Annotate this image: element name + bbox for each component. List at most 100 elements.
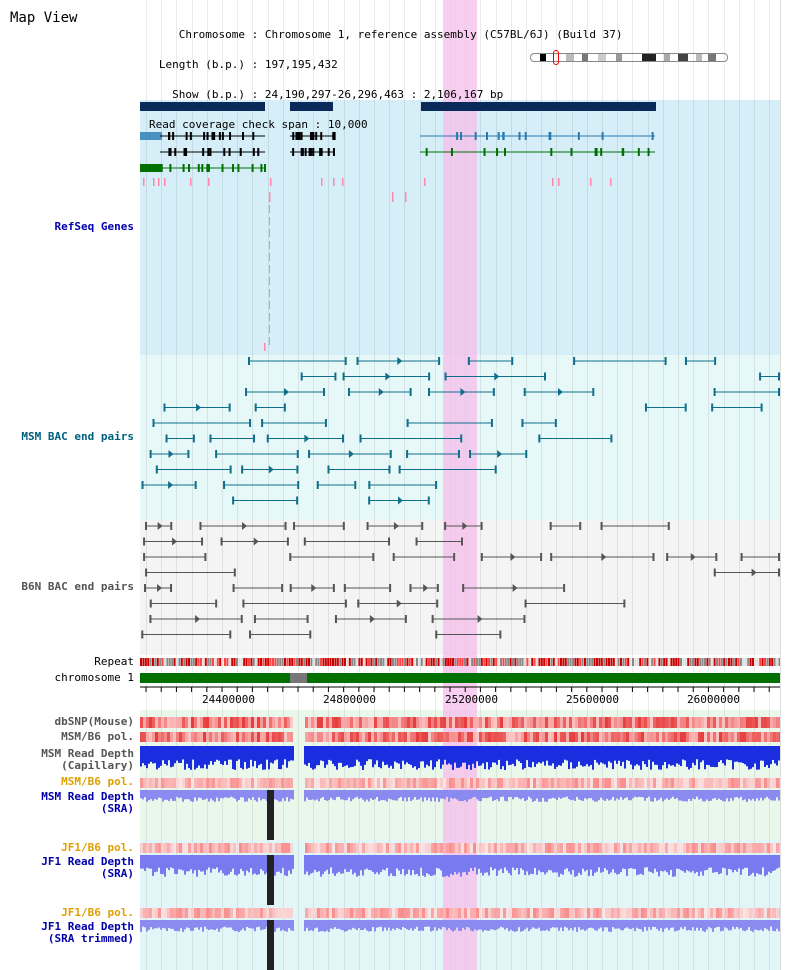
heat-cell — [431, 778, 434, 788]
repeat-mark — [540, 658, 543, 666]
repeat-mark — [317, 658, 320, 666]
depth-bar — [466, 920, 468, 927]
depth-bar — [226, 790, 228, 798]
depth-bar — [672, 855, 674, 877]
heat-cell — [197, 717, 200, 728]
b6n-bac-label[interactable]: B6N BAC end pairs — [21, 580, 134, 593]
depth-bar — [322, 746, 324, 762]
jf1-depth-label-2[interactable]: (SRA) — [100, 867, 134, 880]
heat-cell — [476, 732, 479, 742]
exon — [174, 148, 177, 156]
depth-bar — [332, 746, 334, 764]
heat-cell — [140, 732, 143, 742]
depth-bar — [732, 855, 734, 873]
depth-bar — [590, 920, 592, 928]
heat-cell — [767, 778, 770, 788]
depth-bar — [500, 855, 502, 869]
depth-bar — [686, 790, 688, 802]
depth-bar — [366, 746, 368, 762]
heat-cell — [278, 908, 281, 918]
axis-tick-label: 24400000 — [202, 693, 255, 706]
selected-region-highlight[interactable] — [443, 0, 477, 970]
depth-bar — [630, 855, 632, 868]
repeat-mark — [713, 658, 716, 666]
depth-bar — [520, 790, 522, 800]
msm-depth-cap-label-1[interactable]: MSM Read Depth — [41, 747, 134, 760]
depth-bar — [228, 855, 230, 875]
heat-cell — [587, 908, 590, 918]
depth-bar — [248, 746, 250, 768]
depth-bar — [340, 855, 342, 874]
depth-bar — [568, 920, 570, 931]
depth-bar — [206, 920, 208, 929]
heat-cell — [278, 717, 281, 728]
heat-cell — [317, 843, 320, 853]
depth-bar — [716, 855, 718, 872]
heat-cell — [506, 717, 509, 728]
heat-cell — [731, 843, 734, 853]
depth-bar — [458, 920, 460, 931]
depth-bar — [598, 790, 600, 801]
heat-cell — [659, 843, 662, 853]
depth-bar — [494, 920, 496, 931]
bac-arrow — [477, 615, 483, 623]
depth-bar — [484, 920, 486, 931]
depth-bar — [424, 855, 426, 877]
bac-arrow — [393, 522, 399, 530]
grid-line — [678, 0, 679, 970]
jf1-b6-pol-label[interactable]: JF1/B6 pol. — [61, 841, 134, 854]
repeat-mark — [692, 658, 694, 666]
heat-cell — [605, 717, 608, 728]
depth-bar — [252, 790, 254, 798]
repeat-mark — [358, 658, 361, 666]
depth-bar — [370, 790, 372, 799]
msm-b6-pol-label[interactable]: MSM/B6 pol. — [61, 730, 134, 743]
msm-depth-cap-label-2[interactable]: (Capillary) — [61, 759, 134, 772]
depth-bar — [482, 790, 484, 798]
heat-cell — [227, 732, 230, 742]
msm-depth-sra-label-1[interactable]: MSM Read Depth — [41, 790, 134, 803]
repeat-mark — [504, 658, 507, 666]
msm-depth-sra-label-2[interactable]: (SRA) — [100, 802, 134, 815]
heat-cell — [734, 843, 737, 853]
heat-cell — [776, 717, 779, 728]
bac-arrow — [601, 553, 607, 561]
jf1-b6-pol2-label[interactable]: JF1/B6 pol. — [61, 906, 134, 919]
jf1-trim-label-1[interactable]: JF1 Read Depth — [41, 920, 134, 933]
depth-bar — [326, 855, 328, 870]
depth-bar — [454, 790, 456, 799]
depth-bar — [526, 855, 528, 872]
depth-bar — [408, 746, 410, 764]
heat-cell — [431, 908, 434, 918]
grid-line — [313, 0, 314, 970]
heat-cell — [752, 717, 755, 728]
heat-cell — [710, 732, 713, 742]
dbsnp-label[interactable]: dbSNP(Mouse) — [54, 715, 134, 728]
heat-cell — [272, 908, 275, 918]
chromosome-ideogram[interactable] — [530, 50, 728, 65]
depth-bar — [570, 855, 572, 875]
depth-bar — [150, 746, 152, 762]
depth-bar — [642, 790, 644, 798]
repeat-label: Repeat — [94, 655, 134, 668]
depth-bar — [316, 746, 318, 766]
jf1-trim-label-2[interactable]: (SRA trimmed) — [47, 932, 134, 945]
heat-cell — [329, 717, 332, 728]
heat-cell — [215, 778, 218, 788]
heat-cell — [422, 908, 425, 918]
heat-cell — [254, 717, 257, 728]
repeat-mark — [389, 658, 392, 666]
msm-b6-pol2-label[interactable]: MSM/B6 pol. — [61, 775, 134, 788]
heat-cell — [440, 908, 443, 918]
heat-cell — [527, 908, 530, 918]
depth-bar — [276, 920, 278, 929]
refseq-genes-label[interactable]: RefSeq Genes — [54, 220, 134, 233]
repeat-mark — [416, 658, 418, 666]
jf1-depth-label-1[interactable]: JF1 Read Depth — [41, 855, 134, 868]
depth-bar — [512, 790, 514, 800]
heat-cell — [152, 843, 155, 853]
msm-bac-label[interactable]: MSM BAC end pairs — [21, 430, 134, 443]
heat-cell — [344, 908, 347, 918]
depth-bar — [766, 920, 768, 930]
